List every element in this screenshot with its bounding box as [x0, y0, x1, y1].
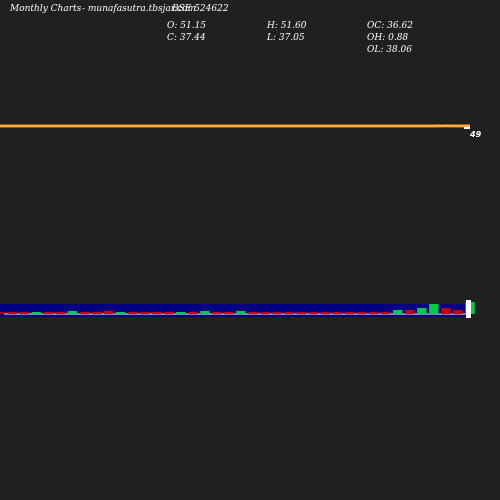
oh-value: OH: 0.88	[367, 33, 409, 43]
volume-bar	[31, 312, 41, 314]
price-tag-label: 49	[469, 130, 482, 139]
volume-bar	[224, 312, 234, 314]
volume-bar	[332, 312, 343, 314]
volume-bar	[380, 312, 391, 314]
volume-bar	[260, 312, 270, 314]
open-value: O: 51.15	[167, 21, 207, 31]
volume-bar	[308, 312, 318, 314]
symbol-label: BSE 524622	[172, 4, 229, 14]
volume-bar	[344, 312, 355, 314]
volume-bar	[0, 312, 5, 314]
volume-bar	[103, 311, 114, 314]
volume-bar	[248, 312, 258, 314]
volume-bar	[115, 312, 126, 314]
volume-bar	[236, 311, 246, 314]
volume-bar	[164, 312, 174, 314]
volume-bar	[139, 312, 150, 314]
price-layer	[0, 124, 471, 129]
volume-bar	[55, 312, 65, 314]
volume-end-marker	[466, 300, 471, 318]
volume-bar	[320, 312, 331, 314]
chart-title: Monthly Charts	[10, 4, 82, 14]
volume-bar	[200, 311, 210, 314]
volume-bar	[152, 312, 162, 314]
volume-bar	[43, 312, 53, 314]
close-value: C: 37.44	[167, 33, 206, 43]
low-value: L: 37.05	[267, 33, 305, 43]
volume-bar	[405, 310, 415, 314]
price-end-marker	[464, 127, 470, 129]
volume-bar	[296, 312, 306, 314]
volume-bar	[67, 311, 77, 314]
volume-bar	[453, 310, 463, 314]
volume-bar	[188, 312, 198, 314]
volume-bar	[368, 312, 379, 314]
volume-bar	[127, 312, 138, 314]
site-name: - munafasutra.tbsjar.com	[82, 4, 196, 14]
high-value: H: 51.60	[267, 21, 307, 31]
volume-bar	[429, 304, 439, 314]
volume-bar	[7, 312, 17, 314]
oc-value: OC: 36.62	[367, 21, 413, 31]
volume-bar	[91, 312, 102, 314]
volume-bar	[441, 308, 451, 314]
volume-bar	[79, 312, 90, 314]
volume-bar	[19, 312, 29, 314]
volume-bar	[176, 312, 186, 314]
volume-layer	[0, 300, 475, 318]
ol-value: OL: 38.06	[367, 45, 413, 55]
volume-bar	[212, 312, 222, 314]
volume-bar	[356, 312, 367, 314]
volume-bar	[417, 308, 427, 314]
volume-bar	[393, 310, 403, 314]
volume-bar	[272, 312, 282, 314]
volume-bar	[284, 312, 294, 314]
